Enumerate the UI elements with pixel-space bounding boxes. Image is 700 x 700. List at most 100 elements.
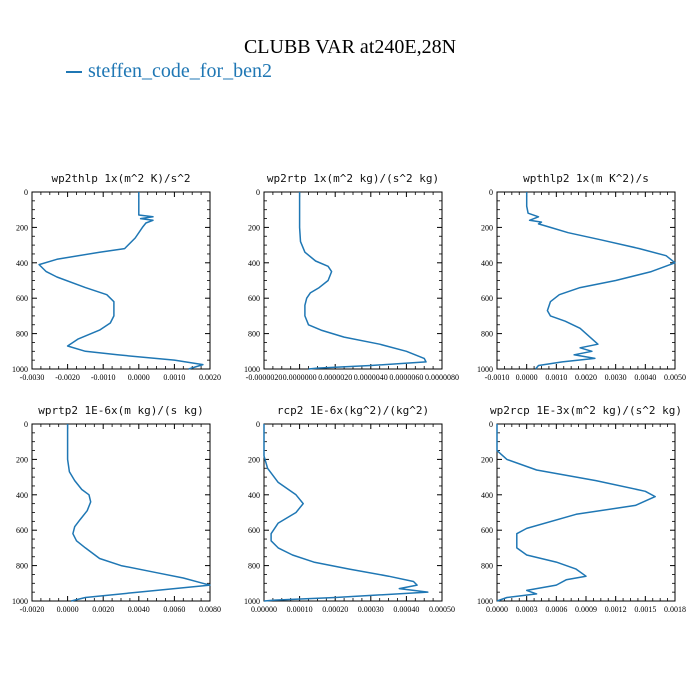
- x-tick-label: 0.00040: [393, 605, 419, 614]
- x-tick-label: 0.00000: [251, 605, 277, 614]
- x-tick-label: 0.0000: [516, 373, 538, 382]
- x-tick-label: 0.0030: [605, 373, 627, 382]
- x-tick-label: 0.0000: [57, 605, 79, 614]
- x-tick-label: 0.00010: [287, 605, 313, 614]
- x-tick-label: 0.00050: [429, 605, 455, 614]
- series-line: [66, 424, 211, 602]
- y-tick-label: 0: [256, 420, 260, 429]
- y-tick-label: 0: [489, 188, 493, 197]
- y-tick-label: 200: [481, 455, 493, 464]
- x-tick-label: 0.0000: [486, 605, 508, 614]
- y-tick-label: 1000: [477, 365, 493, 374]
- x-tick-label: 0.00030: [358, 605, 384, 614]
- plot-frame: [31, 191, 211, 370]
- plot-frame: [31, 423, 211, 602]
- page-title: CLUBB VAR at240E,28N: [243, 36, 457, 58]
- y-tick-label: 400: [16, 491, 28, 500]
- y-tick-label: 600: [248, 526, 260, 535]
- y-tick-label: 1000: [244, 597, 260, 606]
- y-tick-label: 400: [16, 259, 28, 268]
- series-line: [496, 424, 656, 602]
- y-tick-label: 0: [24, 188, 28, 197]
- x-tick-label: 0.0000040: [354, 373, 388, 382]
- x-tick-label: 0.0000060: [389, 373, 423, 382]
- x-tick-label: 0.0010: [545, 373, 567, 382]
- y-tick-label: 400: [248, 491, 260, 500]
- x-tick-label: -0.0020: [55, 373, 80, 382]
- x-tick-label: 0.0015: [634, 605, 656, 614]
- x-tick-label: 0.0009: [575, 605, 597, 614]
- y-tick-label: 800: [248, 562, 260, 571]
- x-tick-label: 0.0003: [516, 605, 538, 614]
- x-tick-label: -0.0010: [485, 373, 510, 382]
- x-tick-label: 0.0050: [664, 373, 686, 382]
- plot-title: wpthlp2 1x(m K^2)/s: [523, 172, 649, 185]
- x-tick-label: 0.0040: [634, 373, 656, 382]
- y-tick-label: 200: [248, 455, 260, 464]
- y-tick-label: 400: [481, 259, 493, 268]
- y-tick-label: 200: [16, 223, 28, 232]
- plot-title: wp2rtp 1x(m^2 kg)/(s^2 kg): [267, 172, 439, 185]
- y-tick-label: 800: [16, 562, 28, 571]
- x-tick-label: 0.0000000: [283, 373, 317, 382]
- x-tick-label: 0.0020: [575, 373, 597, 382]
- y-tick-label: 1000: [12, 597, 28, 606]
- plot-panel-2: wp2rtp 1x(m^2 kg)/(s^2 kg) 0 200 400 600 800 1…: [244, 172, 459, 382]
- x-tick-label: 0.0012: [605, 605, 627, 614]
- y-tick-label: 600: [248, 294, 260, 303]
- y-tick-label: 1000: [12, 365, 28, 374]
- y-tick-label: 1000: [244, 365, 260, 374]
- plot-frame: [496, 191, 676, 370]
- y-tick-label: 600: [16, 526, 28, 535]
- y-tick-label: 600: [481, 526, 493, 535]
- series-line: [525, 192, 676, 370]
- x-tick-label: -0.0010: [91, 373, 116, 382]
- x-tick-label: -0.0000020: [246, 373, 283, 382]
- series-line: [298, 192, 427, 370]
- plot-panel-6: wp2rcp 1E-3x(m^2 kg)/(s^2 kg) 0 200 400 600 8…: [477, 404, 686, 614]
- y-tick-label: 800: [248, 330, 260, 339]
- x-tick-label: 0.0000: [128, 373, 150, 382]
- y-tick-label: 600: [16, 294, 28, 303]
- y-tick-label: 800: [481, 562, 493, 571]
- y-tick-label: 200: [248, 223, 260, 232]
- y-tick-label: 800: [481, 330, 493, 339]
- x-tick-label: 0.0018: [664, 605, 686, 614]
- x-tick-label: 0.0000080: [425, 373, 459, 382]
- x-tick-label: 0.0010: [163, 373, 185, 382]
- plot-frame: [263, 191, 443, 370]
- x-tick-label: -0.0030: [20, 373, 45, 382]
- legend: steffen_code_for_ben2: [66, 60, 272, 83]
- y-tick-label: 800: [16, 330, 28, 339]
- x-tick-label: 0.0060: [163, 605, 185, 614]
- plot-title: wprtp2 1E-6x(m kg)/(s kg): [38, 404, 204, 417]
- plot-panel-3: wpthlp2 1x(m K^2)/s 0 200 400 600 800 1000-0.0…: [477, 172, 686, 382]
- plot-panel-1: wp2thlp 1x(m^2 K)/s^202004006008001000-0…: [12, 172, 221, 382]
- plot-title: wp2rcp 1E-3x(m^2 kg)/(s^2 kg): [490, 404, 682, 417]
- y-tick-label: 600: [481, 294, 493, 303]
- x-tick-label: 0.0020: [92, 605, 114, 614]
- plot-title: wp2thlp 1x(m^2 K)/s^2: [51, 172, 190, 185]
- plot-panel-4: wprtp2 1E-6x(m kg)/(s kg) 0 200 400 600 800 10…: [12, 404, 221, 614]
- x-tick-label: 0.0020: [199, 373, 221, 382]
- y-tick-label: 200: [481, 223, 493, 232]
- x-tick-label: -0.0020: [20, 605, 45, 614]
- series-line: [38, 192, 204, 370]
- y-tick-label: 0: [24, 420, 28, 429]
- plot-title: rcp2 1E-6x(kg^2)/(kg^2): [277, 404, 429, 417]
- series-line: [263, 424, 429, 602]
- x-tick-label: 0.0000020: [318, 373, 352, 382]
- y-tick-label: 1000: [477, 597, 493, 606]
- legend-line-swatch: [66, 71, 82, 74]
- y-tick-label: 400: [481, 491, 493, 500]
- y-tick-label: 0: [256, 188, 260, 197]
- y-tick-label: 0: [489, 420, 493, 429]
- y-tick-label: 400: [248, 259, 260, 268]
- legend-label: steffen_code_for_ben2: [88, 60, 273, 82]
- x-tick-label: 0.0006: [545, 605, 567, 614]
- x-tick-label: 0.0040: [128, 605, 150, 614]
- x-tick-label: 0.00020: [322, 605, 348, 614]
- plot-panel-5: rcp2 1E-6x(kg^2)/(kg^2) 0 200 400 600 800 1000…: [244, 404, 455, 614]
- x-tick-label: 0.0080: [199, 605, 221, 614]
